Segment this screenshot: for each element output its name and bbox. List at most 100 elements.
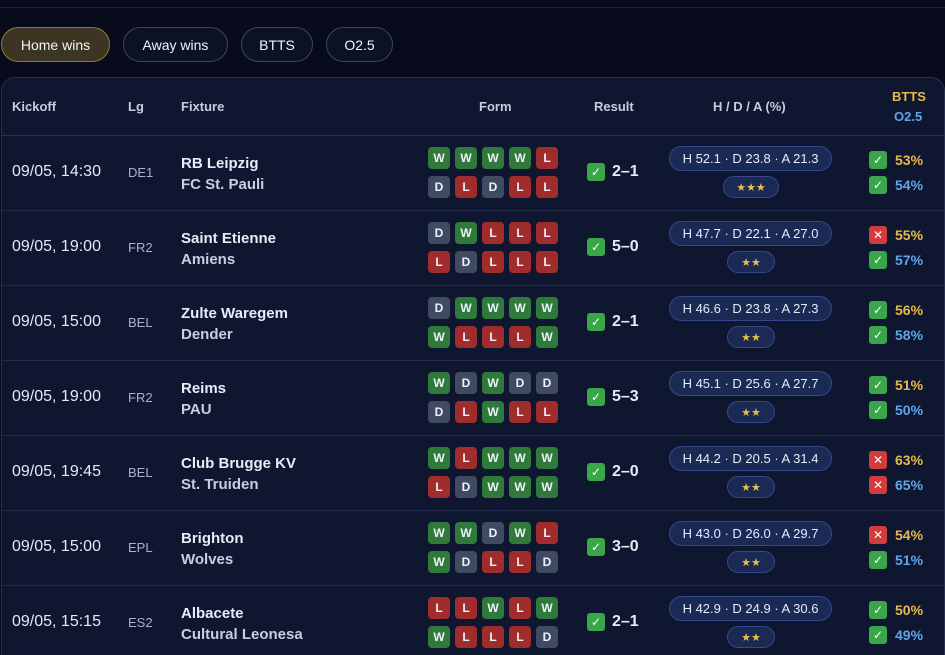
o25-prediction: ✕ 65% [869, 476, 923, 494]
fixture[interactable]: Zulte Waregem Dender [181, 303, 288, 345]
fixture[interactable]: Saint Etienne Amiens [181, 228, 276, 270]
check-icon: ✓ [587, 613, 605, 631]
away-team: Dender [181, 326, 233, 343]
fixture[interactable]: Albacete Cultural Leonesa [181, 603, 303, 645]
form-badge: W [455, 522, 477, 544]
filter-home-wins[interactable]: Home wins [1, 27, 110, 62]
header-btts[interactable]: BTTS [892, 89, 926, 104]
form-badge: L [455, 326, 477, 348]
table-row[interactable]: 09/05, 19:45 BEL Club Brugge KV St. Truiden… [2, 436, 944, 511]
filter-o25[interactable]: O2.5 [326, 27, 393, 62]
confidence-stars: ★★ [727, 251, 775, 273]
check-icon: ✓ [869, 176, 887, 194]
check-icon: ✓ [869, 376, 887, 394]
btts-value: 55% [895, 227, 924, 243]
form-badge: W [482, 447, 504, 469]
confidence-stars: ★★ [727, 476, 775, 498]
form-badge: D [482, 176, 504, 198]
score: 2–1 [612, 613, 639, 630]
filter-btts[interactable]: BTTS [241, 27, 313, 62]
check-icon: ✓ [587, 313, 605, 331]
fixture[interactable]: Reims PAU [181, 378, 226, 420]
form-badge: W [455, 297, 477, 319]
form-badge: W [428, 147, 450, 169]
kickoff-time: 09/05, 15:00 [12, 313, 101, 330]
header-hda[interactable]: H / D / A (%) [713, 99, 786, 114]
form-badge: W [455, 147, 477, 169]
away-team: PAU [181, 401, 212, 418]
fixture[interactable]: Club Brugge KV St. Truiden [181, 453, 296, 495]
o25-prediction: ✓ 58% [869, 326, 923, 344]
form-badge: L [536, 251, 558, 273]
result: ✓ 2–1 [587, 163, 639, 181]
form-badge: D [536, 372, 558, 394]
hda-probabilities: H 43.0 · D 26.0 · A 29.7 [669, 521, 832, 546]
league-code: EPL [128, 540, 153, 555]
league-code: BEL [128, 315, 153, 330]
table-row[interactable]: 09/05, 15:15 ES2 Albacete Cultural Leonesa L… [2, 586, 944, 655]
home-team: Club Brugge KV [181, 455, 296, 472]
result: ✓ 5–3 [587, 388, 639, 406]
form-badge: W [428, 372, 450, 394]
filter-away-wins[interactable]: Away wins [123, 27, 228, 62]
header-form: Form [479, 99, 512, 114]
hda-probabilities: H 42.9 · D 24.9 · A 30.6 [669, 596, 832, 621]
confidence-stars: ★★★ [723, 176, 779, 198]
check-icon: ✓ [587, 388, 605, 406]
form-badge: W [536, 597, 558, 619]
away-team: Cultural Leonesa [181, 626, 303, 643]
filter-bar: Home wins Away wins BTTS O2.5 [1, 27, 393, 62]
table-row[interactable]: 09/05, 19:00 FR2 Saint Etienne Amiens D W L L L L… [2, 211, 944, 286]
header-league[interactable]: Lg [128, 99, 144, 114]
btts-value: 56% [895, 302, 924, 318]
form-badge: D [428, 297, 450, 319]
header-kickoff[interactable]: Kickoff [12, 99, 57, 114]
header-result[interactable]: Result [594, 99, 634, 114]
form-badge: W [428, 551, 450, 573]
home-team: Saint Etienne [181, 230, 277, 247]
o25-value: 57% [895, 252, 924, 268]
table-row[interactable]: 09/05, 15:00 EPL Brighton Wolves W W D W L W D L L D ✓… [2, 511, 944, 586]
result: ✓ 2–1 [587, 313, 639, 331]
form-badge: D [536, 551, 558, 573]
cross-icon: ✕ [869, 451, 887, 469]
result: ✓ 2–0 [587, 463, 639, 481]
btts-value: 54% [895, 527, 924, 543]
check-icon: ✓ [587, 538, 605, 556]
o25-value: 50% [895, 402, 924, 418]
fixture[interactable]: RB Leipzig FC St. Pauli [181, 153, 264, 195]
form-badge: D [509, 372, 531, 394]
score: 3–0 [612, 538, 639, 555]
form-badge: D [482, 522, 504, 544]
form-badge: W [482, 597, 504, 619]
header-o25[interactable]: O2.5 [894, 109, 923, 124]
form-badge: L [482, 326, 504, 348]
btts-prediction: ✕ 63% [869, 451, 923, 469]
table-row[interactable]: 09/05, 15:00 BEL Zulte Waregem Dender D W W W W W… [2, 286, 944, 361]
away-team: Amiens [181, 251, 236, 268]
check-icon: ✓ [869, 626, 887, 644]
form-badge: L [428, 476, 450, 498]
form-badge: W [428, 447, 450, 469]
form-badge: D [536, 626, 558, 648]
result: ✓ 5–0 [587, 238, 639, 256]
kickoff-time: 09/05, 19:00 [12, 388, 101, 405]
kickoff-time: 09/05, 15:00 [12, 538, 101, 555]
form-badge: D [428, 176, 450, 198]
table-row[interactable]: 09/05, 19:00 FR2 Reims PAU W D W D D D L W L L ✓ 5–3 H 4… [2, 361, 944, 436]
fixture[interactable]: Brighton Wolves [181, 528, 243, 570]
check-icon: ✓ [869, 326, 887, 344]
form-badge: W [428, 522, 450, 544]
o25-value: 54% [895, 177, 924, 193]
form-badge: L [536, 176, 558, 198]
header-fixture[interactable]: Fixture [181, 99, 225, 114]
form-badge: L [455, 626, 477, 648]
table-row[interactable]: 09/05, 14:30 DE1 RB Leipzig FC St. Pauli W W W… [2, 136, 944, 211]
check-icon: ✓ [587, 463, 605, 481]
